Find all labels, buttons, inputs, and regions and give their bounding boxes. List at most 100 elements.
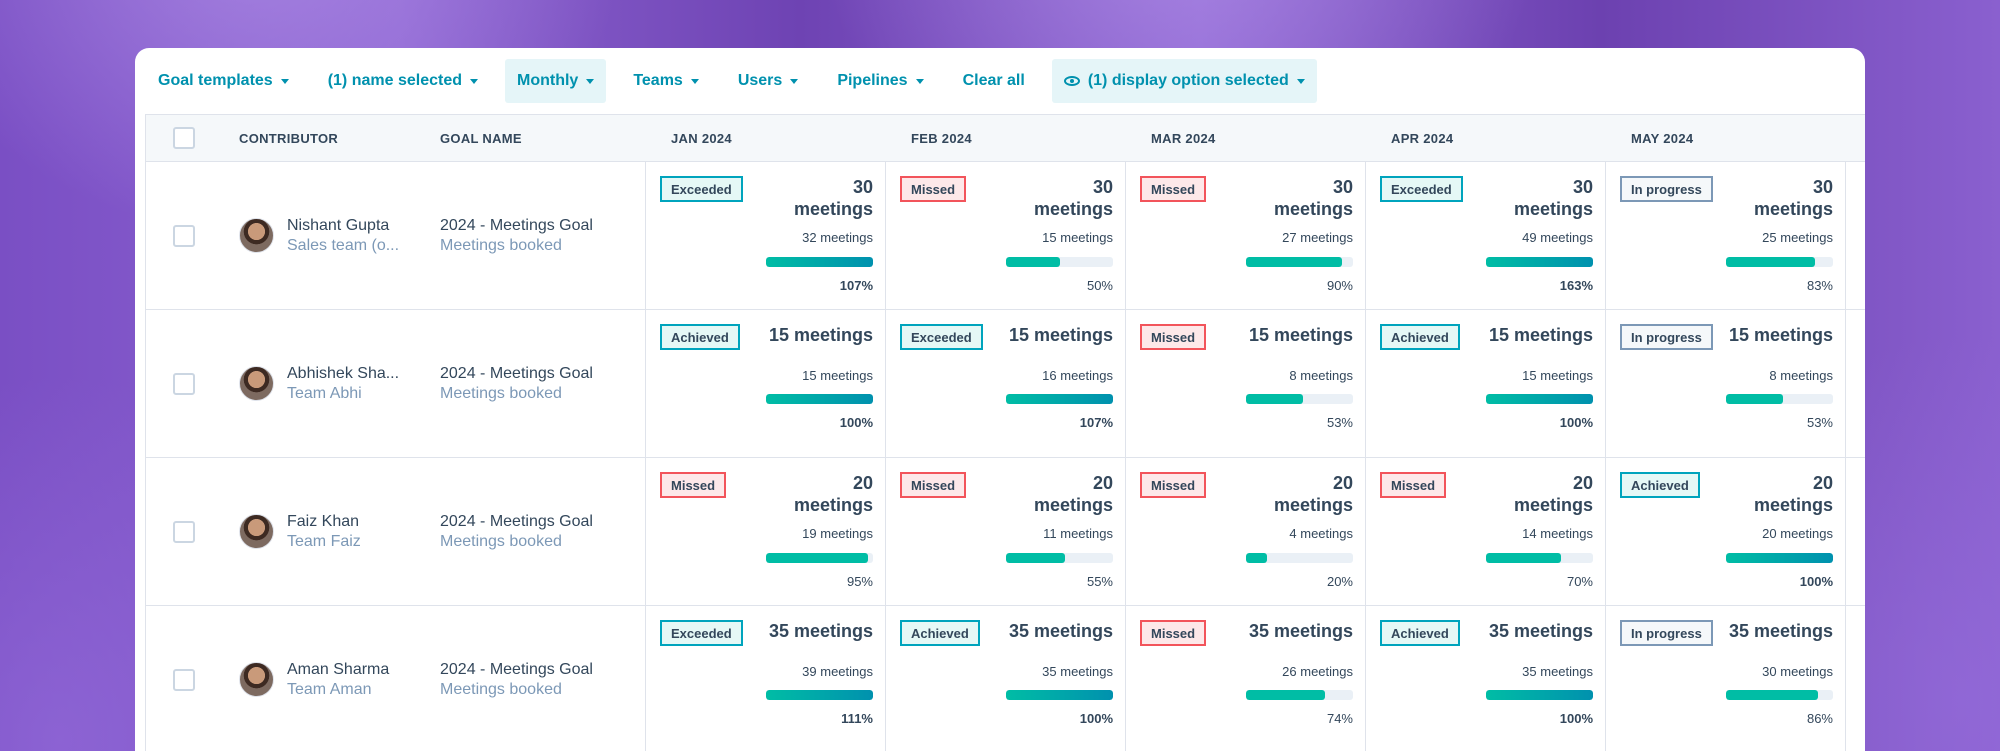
month-cell[interactable]: Missed 20 meetings 11 meetings 55% bbox=[886, 458, 1126, 605]
month-cell[interactable]: Missed 30 meetings 15 meetings 50% bbox=[886, 162, 1126, 309]
percent-value: 20% bbox=[1326, 574, 1353, 589]
row-checkbox[interactable] bbox=[173, 372, 195, 395]
status-badge: Missed bbox=[1140, 324, 1207, 350]
progress-fill bbox=[766, 553, 868, 563]
month-cell[interactable]: Missed 20 meetings 14 meetings 70% bbox=[1366, 458, 1606, 605]
contributor-name[interactable]: Abhishek Sha... bbox=[287, 364, 400, 382]
row-checkbox[interactable] bbox=[173, 668, 195, 691]
goal-name[interactable]: 2024 - Meetings Goal bbox=[440, 512, 593, 530]
month-header[interactable]: FEB 2024 bbox=[911, 130, 972, 146]
table-row[interactable]: Abhishek Sha... Team Abhi 2024 - Meetings … bbox=[145, 310, 1865, 458]
goals-table: CONTRIBUTOR GOAL NAME JAN 2024 FEB 2024 … bbox=[145, 114, 1865, 751]
month-header[interactable]: MAY 2024 bbox=[1631, 130, 1694, 146]
progress-fill bbox=[766, 394, 873, 404]
percent-value: 70% bbox=[1566, 574, 1593, 589]
month-cell[interactable]: In progress 30 meetings 25 meetings 83% bbox=[1606, 162, 1846, 309]
month-cell[interactable]: Missed 20 meetings 19 meetings 95% bbox=[646, 458, 886, 605]
period-filter[interactable]: Monthly bbox=[504, 59, 607, 103]
month-cell[interactable]: Achieved 20 meetings 20 meetings 100% bbox=[1606, 458, 1846, 605]
select-all-checkbox[interactable] bbox=[173, 127, 195, 149]
row-checkbox[interactable] bbox=[173, 520, 195, 543]
table-row[interactable]: Faiz Khan Team Faiz 2024 - Meetings Goal Me… bbox=[145, 458, 1865, 606]
percent-value: 55% bbox=[1086, 574, 1113, 589]
percent-value: 107% bbox=[839, 278, 873, 293]
status-badge: Exceeded bbox=[1380, 176, 1463, 202]
progress-fill bbox=[1726, 690, 1819, 700]
contributor-name[interactable]: Faiz Khan bbox=[287, 512, 360, 530]
percent-value: 100% bbox=[1799, 574, 1833, 589]
table-row[interactable]: Aman Sharma Team Aman 2024 - Meetings Goal… bbox=[145, 606, 1865, 751]
status-badge: Missed bbox=[900, 176, 967, 202]
display-options-filter[interactable]: (1) display option selected bbox=[1051, 59, 1317, 103]
status-badge: Achieved bbox=[1380, 620, 1460, 646]
goal-name[interactable]: 2024 - Meetings Goal bbox=[440, 216, 593, 234]
month-cell[interactable]: Achieved 15 meetings 15 meetings 100% bbox=[646, 310, 886, 457]
status-badge: Achieved bbox=[660, 324, 740, 350]
month-cell[interactable]: Exceeded 30 meetings 32 meetings 107% bbox=[646, 162, 886, 309]
month-cell[interactable]: Missed 30 meetings 27 meetings 90% bbox=[1126, 162, 1366, 309]
goal-name[interactable]: 2024 - Meetings Goal bbox=[440, 364, 593, 382]
progress-bar bbox=[1486, 690, 1593, 700]
month-cell[interactable]: Achieved 35 meetings 35 meetings 100% bbox=[886, 606, 1126, 751]
status-badge: Missed bbox=[660, 472, 727, 498]
status-badge: Achieved bbox=[1620, 472, 1700, 498]
contributor-header[interactable]: CONTRIBUTOR bbox=[239, 130, 339, 146]
month-cell[interactable]: Missed 20 meetings 4 meetings 20% bbox=[1126, 458, 1366, 605]
progress-bar bbox=[1486, 257, 1593, 267]
target-value: 35 meetings bbox=[1008, 621, 1113, 641]
actual-value: 15 meetings bbox=[1042, 230, 1113, 245]
progress-bar bbox=[1726, 690, 1833, 700]
progress-fill bbox=[1006, 690, 1113, 700]
month-cell[interactable]: Missed 35 meetings 26 meetings 74% bbox=[1126, 606, 1366, 751]
status-badge: In progress bbox=[1620, 324, 1713, 350]
row-checkbox[interactable] bbox=[173, 224, 195, 247]
month-cell[interactable]: Achieved 15 meetings 15 meetings 100% bbox=[1366, 310, 1606, 457]
month-cell[interactable]: Missed 15 meetings 8 meetings 53% bbox=[1126, 310, 1366, 457]
actual-value: 19 meetings bbox=[802, 526, 873, 541]
teams-filter[interactable]: Teams bbox=[621, 59, 711, 103]
goal-templates-filter[interactable]: Goal templates bbox=[146, 59, 301, 103]
month-cell[interactable]: In progress 35 meetings 30 meetings 86% bbox=[1606, 606, 1846, 751]
month-cell[interactable]: Exceeded 15 meetings 16 meetings 107% bbox=[886, 310, 1126, 457]
month-header[interactable]: APR 2024 bbox=[1391, 130, 1454, 146]
progress-fill bbox=[1486, 690, 1593, 700]
goal-name-header[interactable]: GOAL NAME bbox=[440, 130, 522, 146]
progress-fill bbox=[1246, 553, 1268, 563]
month-cell[interactable]: Exceeded 30 meetings 49 meetings 163% bbox=[1366, 162, 1606, 309]
progress-bar bbox=[1006, 394, 1113, 404]
month-cell[interactable]: Achieved 35 meetings 35 meetings 100% bbox=[1366, 606, 1606, 751]
percent-value: 53% bbox=[1806, 415, 1833, 430]
progress-fill bbox=[1246, 394, 1303, 404]
target-value: 20 meetings bbox=[1033, 473, 1113, 515]
contributor-team: Team Abhi bbox=[287, 384, 362, 402]
progress-bar bbox=[1006, 257, 1113, 267]
contributor-cell: Faiz Khan Team Faiz bbox=[222, 458, 440, 605]
clear-all-button[interactable]: Clear all bbox=[962, 72, 1025, 89]
goal-type: Meetings booked bbox=[440, 532, 562, 550]
pipelines-filter[interactable]: Pipelines bbox=[825, 59, 935, 103]
month-cell[interactable]: Exceeded 35 meetings 39 meetings 111% bbox=[646, 606, 886, 751]
actual-value: 15 meetings bbox=[1522, 368, 1593, 383]
users-filter[interactable]: Users bbox=[726, 59, 810, 103]
eye-icon bbox=[1063, 76, 1080, 86]
contributor-name[interactable]: Aman Sharma bbox=[287, 660, 390, 678]
name-filter[interactable]: (1) name selected bbox=[316, 59, 490, 103]
actual-value: 27 meetings bbox=[1282, 230, 1353, 245]
select-all-cell bbox=[146, 115, 222, 161]
actual-value: 25 meetings bbox=[1762, 230, 1833, 245]
filter-toolbar: Goal templates (1) name selected Monthly… bbox=[135, 48, 1865, 114]
progress-bar bbox=[1246, 394, 1353, 404]
progress-fill bbox=[1726, 553, 1833, 563]
table-row[interactable]: Nishant Gupta Sales team (o... 2024 - Meet… bbox=[145, 162, 1865, 310]
contributor-team: Team Faiz bbox=[287, 532, 361, 550]
month-header[interactable]: MAR 2024 bbox=[1151, 130, 1216, 146]
contributor-name[interactable]: Nishant Gupta bbox=[287, 216, 390, 234]
percent-value: 95% bbox=[846, 574, 873, 589]
progress-bar bbox=[1726, 257, 1833, 267]
target-value: 20 meetings bbox=[1753, 473, 1833, 515]
progress-fill bbox=[1486, 394, 1593, 404]
goal-name[interactable]: 2024 - Meetings Goal bbox=[440, 660, 593, 678]
month-header[interactable]: JAN 2024 bbox=[671, 130, 732, 146]
month-cell[interactable]: In progress 15 meetings 8 meetings 53% bbox=[1606, 310, 1846, 457]
progress-fill bbox=[1006, 257, 1060, 267]
